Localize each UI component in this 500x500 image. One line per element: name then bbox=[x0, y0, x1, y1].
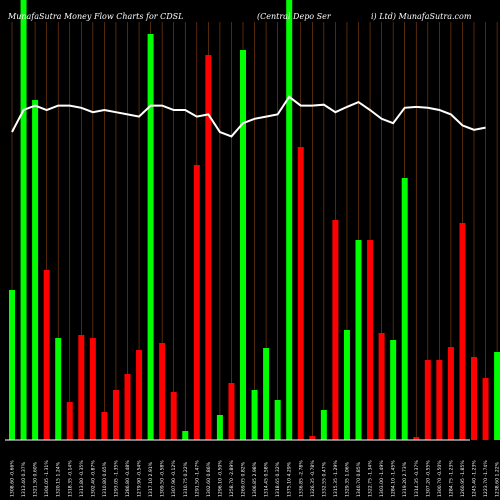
bar-up bbox=[32, 100, 39, 440]
x-tick-label: 1245.40 -1.23% bbox=[472, 460, 478, 497]
bar-up bbox=[147, 34, 154, 440]
x-tick-label: 1286.80 -0.48% bbox=[125, 460, 131, 497]
bar-down bbox=[482, 378, 489, 440]
x-tick-label: 1284.10 -1.45% bbox=[391, 460, 397, 497]
x-tick-label: 1321.30 0.60% bbox=[33, 461, 39, 497]
x-tick-label: 1375.10 4.29% bbox=[287, 461, 293, 497]
bar-up bbox=[355, 240, 362, 440]
x-tick-label: 1318.35 -0.14% bbox=[67, 460, 73, 497]
x-tick-label: 1260.95 -1.85% bbox=[460, 460, 466, 497]
chart-title-right: i) Ltd) MunafaSutra.com bbox=[371, 12, 472, 21]
bar-down bbox=[43, 270, 50, 440]
bar-down bbox=[436, 360, 443, 440]
x-tick-label: 1308.60 -0.66% bbox=[10, 460, 16, 497]
x-tick-label: 1319.20 2.73% bbox=[402, 461, 408, 497]
bar-down bbox=[89, 338, 96, 440]
bar-up bbox=[55, 338, 62, 440]
money-flow-line bbox=[11, 95, 486, 138]
bar-down bbox=[112, 390, 119, 440]
x-tick-label: 1303.00 -1.49% bbox=[379, 460, 385, 497]
x-tick-label: 1336.85 -2.78% bbox=[298, 460, 304, 497]
bar-up bbox=[9, 290, 15, 440]
bar-down bbox=[447, 347, 454, 440]
x-tick-label: 1300.70 -0.50% bbox=[437, 460, 443, 497]
bar-up bbox=[494, 352, 500, 440]
bar-down bbox=[367, 240, 374, 440]
x-tick-label: 1313.40 0.37% bbox=[21, 461, 27, 497]
x-tick-label: 1313.80 -0.35% bbox=[79, 460, 85, 497]
bar-down bbox=[170, 392, 177, 440]
x-tick-label: 1291.50 -1.47% bbox=[194, 460, 200, 497]
x-tick-label: 1317.10 2.91% bbox=[148, 461, 154, 497]
bar-down bbox=[424, 360, 431, 440]
bar-down bbox=[124, 374, 131, 440]
bar-down bbox=[228, 383, 235, 440]
x-tick-label: 1302.40 -0.87% bbox=[90, 460, 96, 497]
bar-down bbox=[459, 223, 466, 440]
bar-down bbox=[101, 412, 108, 440]
bar-down bbox=[297, 147, 304, 440]
x-tick-label: 1315.35 -1.29% bbox=[333, 460, 339, 497]
bar-up bbox=[390, 340, 397, 440]
x-tick-label: 1296.10 -0.50% bbox=[217, 460, 223, 497]
bar-down bbox=[78, 335, 85, 440]
bar-down bbox=[471, 357, 477, 440]
bar-up bbox=[263, 348, 270, 440]
x-tick-label: 1318.65 0.32% bbox=[275, 461, 281, 497]
bar-down bbox=[309, 436, 316, 440]
x-tick-label: 1322.75 -1.34% bbox=[368, 460, 374, 497]
bar-up bbox=[286, 0, 293, 440]
x-tick-label: 1329.35 1.06% bbox=[344, 461, 350, 497]
x-tick-label: 1223.70 -1.74% bbox=[483, 460, 489, 497]
bar-up bbox=[343, 330, 350, 440]
x-tick-label: 1284.75 -1.23% bbox=[448, 460, 454, 497]
bar-up bbox=[216, 415, 223, 440]
bar-up bbox=[240, 50, 246, 440]
x-tick-labels: 1308.60 -0.66% 1313.40 0.37% 1321.30 0.60%… bbox=[10, 460, 500, 497]
bar-down bbox=[413, 437, 420, 440]
bar-up bbox=[251, 390, 258, 440]
chart-title-left: MunafaSutra Money Flow Charts for CDSL bbox=[7, 12, 183, 21]
x-tick-label: 1258.70 -2.89% bbox=[229, 460, 235, 497]
bar-up bbox=[274, 400, 281, 440]
bar-down bbox=[205, 55, 212, 440]
bar-down bbox=[378, 333, 385, 440]
x-tick-label: 1293.05 -1.35% bbox=[113, 460, 119, 497]
bars-group bbox=[9, 0, 500, 440]
bar-down bbox=[136, 350, 143, 440]
x-tick-label: 1340.70 0.85% bbox=[356, 461, 362, 497]
x-tick-label: 1326.35 -0.78% bbox=[310, 460, 316, 497]
x-tick-label: 1310.75 0.22% bbox=[183, 461, 189, 497]
bar-down bbox=[66, 402, 73, 440]
x-tick-label: 1307.20 -0.55% bbox=[425, 460, 431, 497]
x-tick-label: 1304.05 -1.31% bbox=[44, 460, 50, 497]
x-tick-label: 1309.50 -0.58% bbox=[160, 460, 166, 497]
x-tick-label: 1314.35 -0.37% bbox=[414, 460, 420, 497]
x-tick-label: 1279.90 -0.54% bbox=[137, 460, 143, 497]
chart-title-middle: (Central Depo Ser bbox=[257, 12, 332, 21]
bar-up bbox=[182, 431, 189, 440]
bar-down bbox=[332, 220, 339, 440]
x-tick-label: 1307.90 -0.12% bbox=[171, 460, 177, 497]
x-tick-label: 1238.60 1.22% bbox=[495, 461, 500, 497]
bar-up bbox=[20, 0, 27, 440]
x-tick-label: 1310.80 0.65% bbox=[102, 461, 108, 497]
bar-down bbox=[159, 343, 166, 440]
x-tick-label: 1332.55 0.47% bbox=[321, 461, 327, 497]
x-tick-label: 1269.05 0.82% bbox=[241, 461, 247, 497]
bar-up bbox=[320, 410, 327, 440]
x-tick-label: 1302.60 0.86% bbox=[206, 461, 212, 497]
x-tick-label: 1306.85 2.98% bbox=[252, 461, 258, 497]
x-tick-label: 1314.45 0.58% bbox=[264, 461, 270, 497]
bar-up bbox=[401, 178, 408, 440]
x-tick-label: 1320.15 1.24% bbox=[56, 461, 62, 497]
bar-down bbox=[193, 165, 200, 440]
